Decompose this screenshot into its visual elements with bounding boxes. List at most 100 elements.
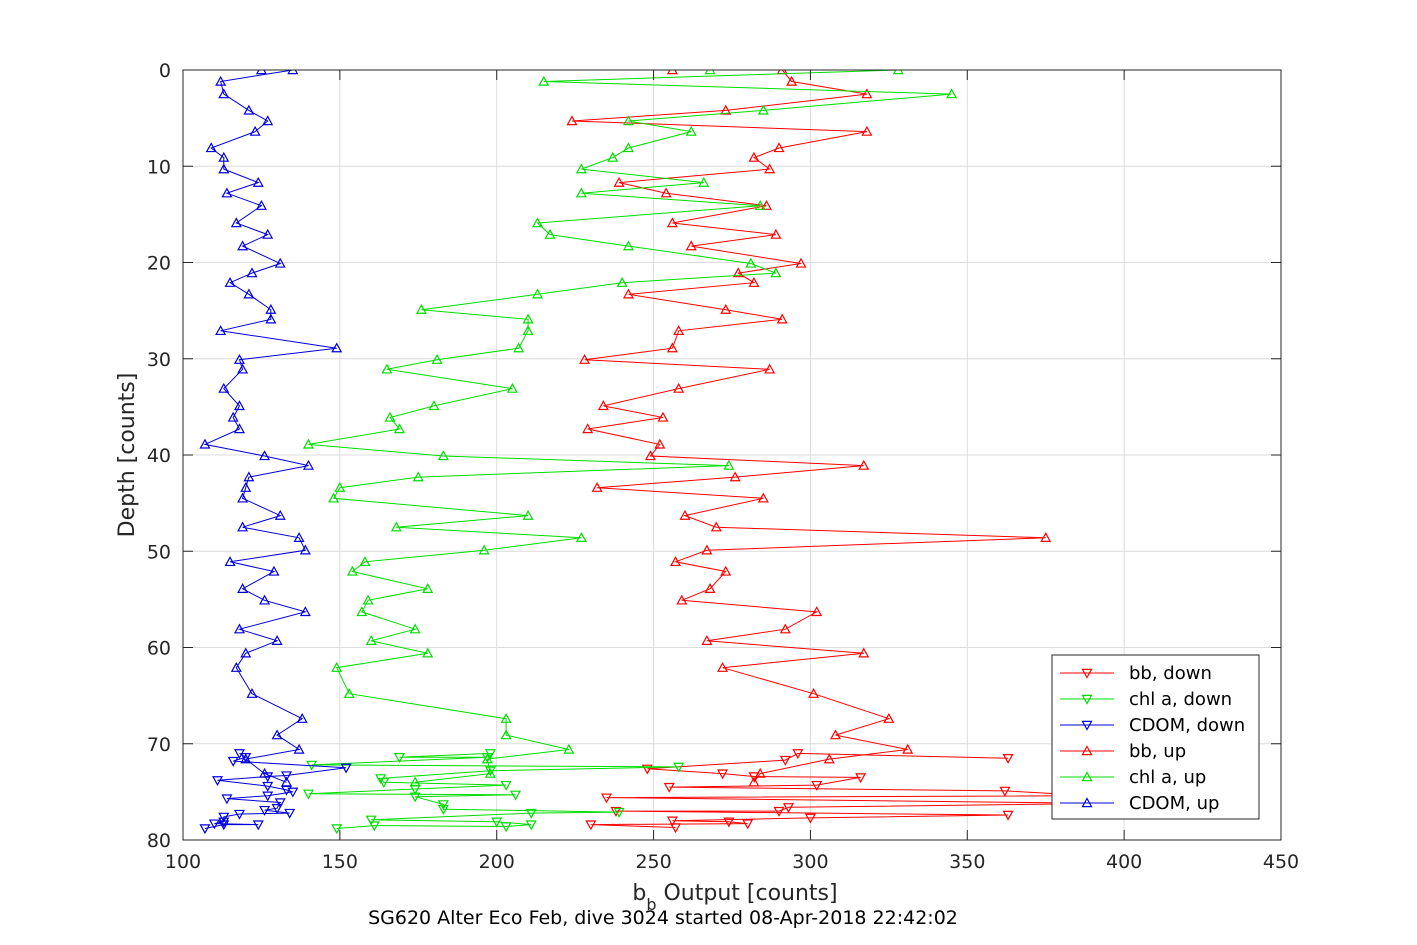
data-point-chl-a-down [365,815,377,826]
data-point-cdom-up [233,623,245,634]
data-point-bb-up [883,712,895,723]
data-point-chl-a-up [622,240,634,251]
data-point-bb-down [792,749,804,760]
y-tick-label: 60 [147,638,171,660]
data-point-bb-up [654,438,666,449]
data-point-bb-up [786,75,798,86]
data-point-cdom-down [199,824,211,835]
data-point-chl-a-up [723,459,735,470]
data-point-bb-down [999,786,1011,797]
data-point-cdom-down [218,820,230,831]
data-point-cdom-up [299,606,311,617]
legend-entry: CDOM, up [1129,793,1219,814]
data-point-cdom-down [227,756,239,767]
data-point-chl-a-up [685,125,697,136]
y-tick-label: 20 [147,253,171,275]
data-point-bb-down [666,816,678,827]
data-point-chl-a-down [673,762,685,773]
x-tick-label: 200 [479,851,515,873]
data-point-chl-a-down [500,780,512,791]
data-point-chl-a-up [481,753,493,764]
data-point-bb-up [676,594,688,605]
legend-entry: bb, up [1129,741,1186,762]
data-point-chl-a-up [343,687,355,698]
data-point-cdom-up [255,199,267,210]
data-point-chl-a-up [328,492,340,503]
data-point-bb-up [566,115,578,126]
data-point-bb-up [670,556,682,567]
series-chl-a-up [302,70,958,787]
series-line-bb-down [590,752,1109,828]
data-point-bb-up [720,565,732,576]
data-point-chl-a-down [525,808,537,819]
data-point-bb-up [644,450,656,461]
data-point-bb-down [779,755,791,766]
x-tick-label: 150 [322,851,358,873]
data-point-cdom-down [252,820,264,831]
data-point-cdom-down [340,763,352,774]
legend-marker [1081,771,1093,782]
data-point-chl-a-up [393,423,405,434]
data-point-bb-up [861,88,873,99]
series-line-cdom-up [203,70,337,783]
data-point-bb-up [858,459,870,470]
y-tick-label: 50 [147,541,171,563]
data-point-cdom-up [243,288,255,299]
data-point-chl-a-up [362,594,374,605]
data-point-cdom-up [268,565,280,576]
data-point-bb-up [1040,532,1052,542]
data-point-chl-a-up [390,521,402,532]
y-tick-label: 0 [159,60,171,82]
legend-box [1051,654,1260,820]
data-point-cdom-down [218,812,230,823]
data-point-cdom-up [237,240,249,251]
data-point-chl-a-down [368,821,380,832]
data-point-bb-up [579,353,591,364]
data-point-cdom-up [233,423,245,434]
data-point-bb-up [729,471,741,482]
data-point-chl-a-up [757,104,769,115]
data-point-cdom-up [227,411,239,422]
series-layer [199,70,1114,835]
data-point-bb-up [679,509,691,520]
data-point-cdom-up [224,556,236,567]
data-point-cdom-up [255,70,267,75]
data-point-cdom-up [243,471,255,482]
data-point-bb-up [701,635,713,645]
y-tick-label: 70 [147,734,171,756]
data-point-chl-a-down [525,820,537,831]
data-point-bb-up [591,481,603,492]
data-point-chl-a-up [531,288,544,299]
data-point-cdom-up [246,687,258,698]
data-point-chl-a-down [500,822,512,833]
data-point-chl-a-up [500,729,512,740]
data-point-cdom-down [259,805,271,816]
data-point-cdom-down [284,808,296,819]
data-point-chl-a-up [356,606,368,617]
data-point-chl-a-up [431,353,443,364]
data-point-bb-down [663,782,675,793]
data-point-bb-up [858,647,870,658]
data-point-chl-a-up [531,217,544,228]
data-point-cdom-down [287,787,299,798]
legend-marker [1081,668,1093,679]
data-point-chl-a-up [745,257,757,268]
data-point-cdom-up [302,459,315,470]
legend-entry: chl a, down [1129,689,1232,710]
data-point-bb-up [720,303,732,314]
data-point-chl-a-up [437,450,449,461]
data-point-chl-a-down [613,807,625,818]
legend-marker [1081,745,1093,756]
data-point-bb-down [585,820,597,831]
data-point-chl-a-up [522,313,534,324]
data-point-bb-up [823,753,835,764]
data-point-bb-up [613,176,625,187]
data-point-chl-a-up [409,776,421,787]
data-point-chl-a-up [616,276,628,287]
data-point-cdom-up [281,776,293,787]
data-point-chl-a-up [607,151,619,162]
data-point-cdom-up [299,544,311,555]
data-point-chl-a-up [704,70,716,75]
x-axis-label-rest: Output [counts] [657,881,838,906]
data-point-cdom-up [293,743,305,754]
